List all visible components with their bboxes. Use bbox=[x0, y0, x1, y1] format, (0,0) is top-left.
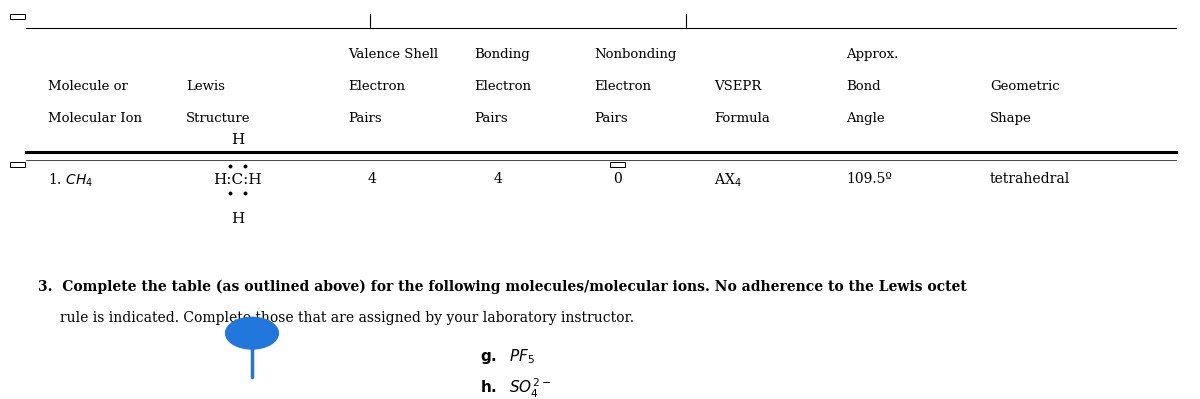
Text: Pairs: Pairs bbox=[474, 112, 508, 125]
Text: Formula: Formula bbox=[714, 112, 770, 125]
Text: Pairs: Pairs bbox=[348, 112, 382, 125]
Text: Approx.: Approx. bbox=[846, 48, 899, 61]
Bar bbox=[610, 162, 625, 167]
Text: 109.5º: 109.5º bbox=[846, 172, 892, 186]
Text: 4: 4 bbox=[367, 172, 377, 186]
Text: Nonbonding: Nonbonding bbox=[594, 48, 677, 61]
Text: H:C:H: H:C:H bbox=[214, 172, 262, 187]
Text: Shape: Shape bbox=[990, 112, 1032, 125]
Text: Geometric: Geometric bbox=[990, 80, 1060, 93]
Text: tetrahedral: tetrahedral bbox=[990, 172, 1070, 186]
Text: $\bf{h.}$  $\mathit{SO_4^{2-}}$: $\bf{h.}$ $\mathit{SO_4^{2-}}$ bbox=[480, 377, 551, 399]
Ellipse shape bbox=[226, 317, 278, 349]
Text: $\bf{g.}$  $\mathit{PF_5}$: $\bf{g.}$ $\mathit{PF_5}$ bbox=[480, 347, 535, 366]
Text: Molecular Ion: Molecular Ion bbox=[48, 112, 142, 125]
Text: Lewis: Lewis bbox=[186, 80, 224, 93]
Text: Pairs: Pairs bbox=[594, 112, 628, 125]
Text: Electron: Electron bbox=[348, 80, 406, 93]
Bar bbox=[10, 14, 25, 19]
Text: Structure: Structure bbox=[186, 112, 251, 125]
Text: VSEPR: VSEPR bbox=[714, 80, 761, 93]
Text: H: H bbox=[230, 132, 245, 147]
Text: 1. $\mathit{CH_4}$: 1. $\mathit{CH_4}$ bbox=[48, 172, 94, 189]
Text: Angle: Angle bbox=[846, 112, 884, 125]
Text: Electron: Electron bbox=[474, 80, 530, 93]
Bar bbox=[10, 162, 25, 167]
Text: Molecule or: Molecule or bbox=[48, 80, 128, 93]
Text: AX$_4$: AX$_4$ bbox=[714, 172, 742, 189]
Text: rule is indicated. Complete those that are assigned by your laboratory instructo: rule is indicated. Complete those that a… bbox=[38, 311, 635, 325]
Text: Bond: Bond bbox=[846, 80, 881, 93]
Text: 4: 4 bbox=[493, 172, 503, 186]
Text: 0: 0 bbox=[613, 172, 623, 186]
Text: Electron: Electron bbox=[594, 80, 650, 93]
Text: H: H bbox=[230, 212, 245, 227]
Text: Bonding: Bonding bbox=[474, 48, 529, 61]
Text: Valence Shell: Valence Shell bbox=[348, 48, 438, 61]
Text: 3.  Complete the table (as outlined above) for the following molecules/molecular: 3. Complete the table (as outlined above… bbox=[38, 279, 967, 294]
